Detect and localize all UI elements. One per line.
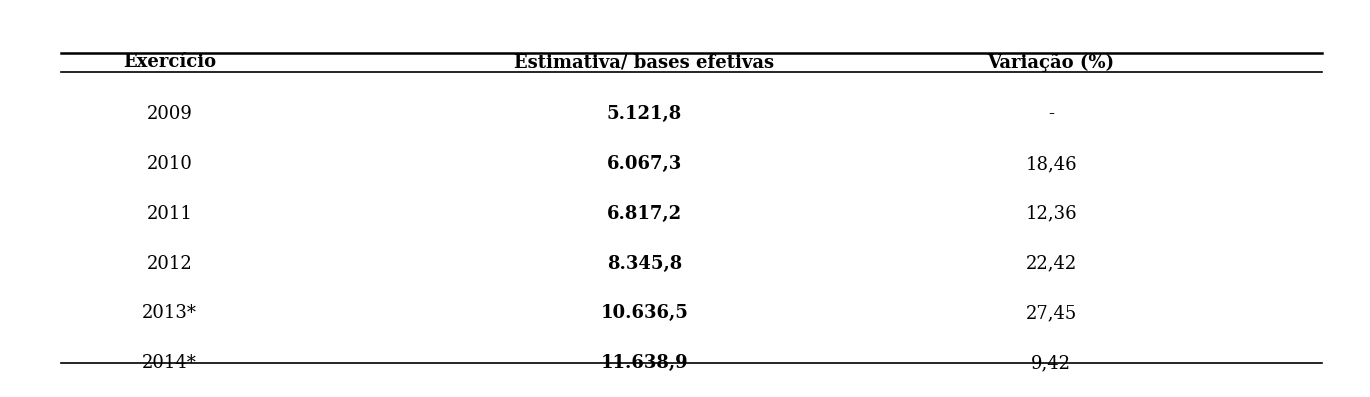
- Text: 2012: 2012: [147, 254, 193, 273]
- Text: 27,45: 27,45: [1026, 304, 1077, 322]
- Text: 2011: 2011: [147, 205, 193, 223]
- Text: 2009: 2009: [147, 105, 193, 123]
- Text: 22,42: 22,42: [1026, 254, 1077, 273]
- Text: Variação (%): Variação (%): [988, 53, 1115, 72]
- Text: 6.817,2: 6.817,2: [607, 205, 682, 223]
- Text: 6.067,3: 6.067,3: [607, 155, 682, 173]
- Text: 9,42: 9,42: [1032, 354, 1071, 372]
- Text: 8.345,8: 8.345,8: [607, 254, 682, 273]
- Text: 11.638,9: 11.638,9: [600, 354, 688, 372]
- Text: 12,36: 12,36: [1025, 205, 1077, 223]
- Text: 2014*: 2014*: [142, 354, 197, 372]
- Text: -: -: [1048, 105, 1054, 123]
- Text: 2010: 2010: [147, 155, 193, 173]
- Text: Estimativa/ bases efetivas: Estimativa/ bases efetivas: [514, 54, 774, 71]
- Text: Exercício: Exercício: [123, 54, 216, 71]
- Text: 18,46: 18,46: [1025, 155, 1077, 173]
- Text: 5.121,8: 5.121,8: [607, 105, 682, 123]
- Text: 2013*: 2013*: [142, 304, 197, 322]
- Text: 10.636,5: 10.636,5: [600, 304, 688, 322]
